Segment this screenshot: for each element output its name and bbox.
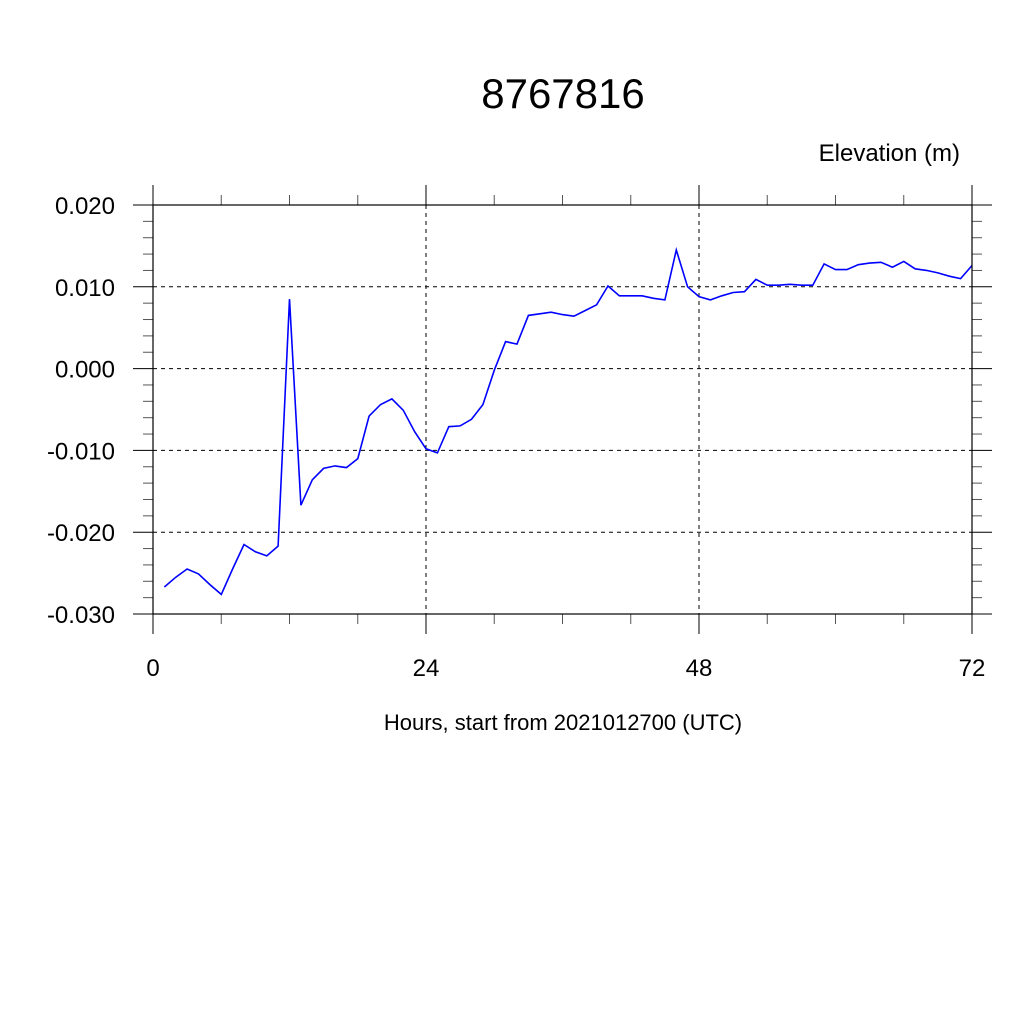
axis-ticks <box>133 185 992 634</box>
chart-title: 8767816 <box>481 70 645 117</box>
series-line <box>163 246 973 596</box>
plot-frame <box>152 204 973 615</box>
x-tick-label: 48 <box>686 655 713 682</box>
x-axis-label: Hours, start from 2021012700 (UTC) <box>384 710 742 735</box>
y-tick-label: 0.010 <box>55 275 115 302</box>
x-tick-label: 0 <box>146 655 159 682</box>
y-axis-label: Elevation (m) <box>819 140 960 167</box>
grid <box>153 205 972 614</box>
y-tick-label: -0.020 <box>47 520 115 547</box>
tick-labels: 0 24 48 72 0.020 0.010 0.000 -0.010 -0.020 -0.030 <box>47 193 985 682</box>
y-tick-label: -0.030 <box>47 602 115 629</box>
x-tick-label: 24 <box>413 655 440 682</box>
x-tick-label: 72 <box>959 655 986 682</box>
y-tick-label: 0.020 <box>55 193 115 220</box>
y-tick-label: 0.000 <box>55 357 115 384</box>
y-tick-label: -0.010 <box>47 438 115 465</box>
